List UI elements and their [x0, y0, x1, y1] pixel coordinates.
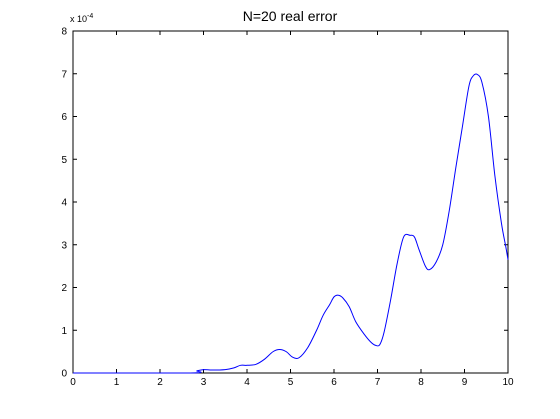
y-tick-label: 8	[61, 27, 67, 38]
error-series-line	[73, 73, 509, 374]
y-tick-label: 6	[61, 112, 67, 123]
y-tick-label: 4	[61, 198, 67, 209]
y-tick-label: 2	[61, 283, 67, 294]
x-tick-label: 0	[70, 377, 76, 388]
y-tick-label: 3	[61, 240, 67, 251]
x-tick-label: 6	[331, 377, 337, 388]
x-tick-label: 4	[244, 377, 250, 388]
y-tick-label: 0	[61, 369, 67, 380]
x-tick-label: 3	[201, 377, 207, 388]
y-tick-label: 5	[61, 155, 67, 166]
plot-area	[72, 30, 509, 374]
chart-title: N=20 real error	[243, 8, 338, 24]
y-tick-label: 1	[61, 326, 67, 337]
x-tick-label: 10	[502, 377, 514, 388]
x-axis: 0 1 2 3 4 5 6 7 8 9 10	[70, 31, 514, 388]
x-tick-label: 8	[418, 377, 424, 388]
x-tick-label: 2	[157, 377, 163, 388]
x-tick-label: 9	[462, 377, 468, 388]
x-tick-label: 5	[288, 377, 294, 388]
x-tick-label: 1	[114, 377, 120, 388]
y-axis-multiplier: x 10-4	[70, 13, 93, 24]
x-tick-label: 7	[375, 377, 381, 388]
y-axis: 0 1 2 3 4 5 6 7 8	[61, 27, 508, 380]
y-tick-label: 7	[61, 69, 67, 80]
